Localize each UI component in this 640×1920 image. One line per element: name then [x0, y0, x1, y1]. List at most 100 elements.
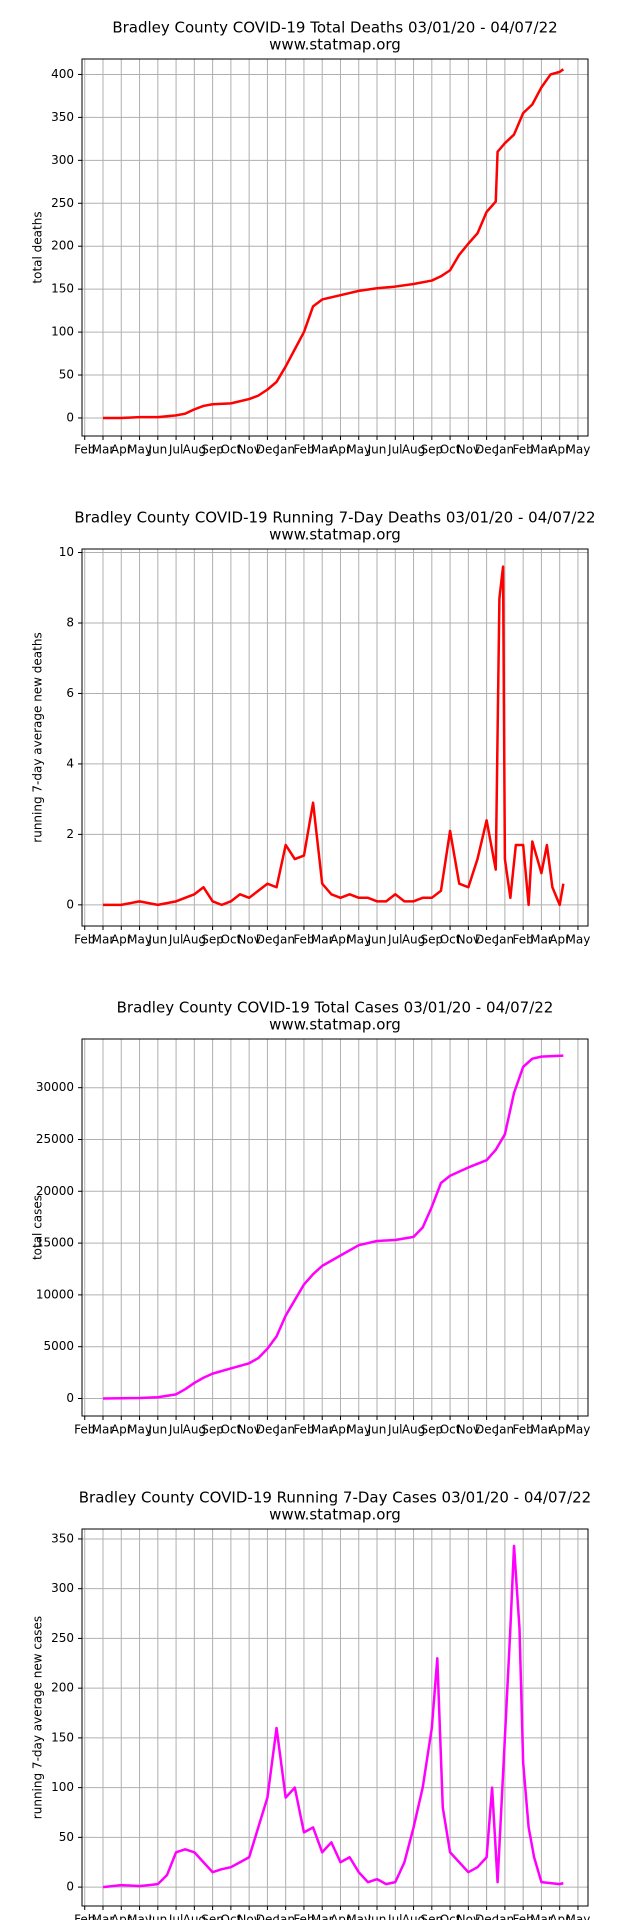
x-tick-label: Oct [221, 1913, 242, 1920]
y-tick-label: 6 [66, 686, 74, 700]
x-tick-label: Apr [549, 1913, 570, 1920]
x-tick-label: Jul [387, 1913, 402, 1920]
y-tick-label: 350 [51, 1531, 74, 1545]
x-tick-label: Oct [221, 443, 242, 457]
chart-subtitle: www.statmap.org [269, 526, 401, 544]
y-tick-label: 400 [51, 67, 74, 81]
chart-title: Bradley County COVID-19 Running 7-Day De… [74, 509, 595, 527]
x-tick-label: Apr [330, 1423, 351, 1437]
chart: Bradley County COVID-19 Running 7-Day Ca… [31, 1489, 592, 1920]
x-tick-label: Dec [256, 443, 279, 457]
chart: Bradley County COVID-19 Total Cases 03/0… [31, 999, 591, 1437]
plot-frame [81, 1528, 589, 1907]
y-tick-label: 300 [51, 153, 74, 167]
x-tick-label: Dec [256, 933, 279, 947]
x-tick-label: Feb [513, 443, 534, 457]
x-tick-label: Feb [293, 1913, 314, 1920]
x-tick-label: Oct [440, 1423, 461, 1437]
x-tick-label: Apr [111, 1913, 132, 1920]
x-tick-label: Nov [237, 1913, 260, 1920]
x-tick-label: Mar [530, 1423, 553, 1437]
x-tick-label: Jun [367, 1423, 387, 1437]
chart-subtitle: www.statmap.org [269, 1506, 401, 1524]
x-tick-label: Mar [311, 1913, 334, 1920]
y-tick-label: 150 [51, 282, 74, 296]
x-tick-label: Mar [530, 933, 553, 947]
chart: Bradley County COVID-19 Total Deaths 03/… [31, 19, 591, 457]
x-tick-label: Feb [293, 443, 314, 457]
x-tick-label: May [566, 1423, 591, 1437]
x-tick-label: Aug [402, 933, 425, 947]
x-tick-label: Sep [421, 933, 444, 947]
x-tick-label: Nov [237, 933, 260, 947]
x-tick-label: Feb [74, 1913, 95, 1920]
y-tick-label: 200 [51, 1681, 74, 1695]
chart: Bradley County COVID-19 Running 7-Day De… [31, 509, 596, 947]
x-tick-label: Oct [440, 1913, 461, 1920]
x-tick-label: Jul [168, 1423, 183, 1437]
y-tick-label: 4 [66, 756, 74, 770]
x-tick-label: Feb [74, 933, 95, 947]
x-tick-label: Nov [237, 1423, 260, 1437]
x-tick-label: Apr [549, 933, 570, 947]
x-tick-label: Jul [387, 1423, 402, 1437]
plot-frame [81, 548, 589, 927]
x-tick-label: Jan [495, 1423, 515, 1437]
x-tick-label: Jul [387, 443, 402, 457]
x-tick-label: Mar [530, 1913, 553, 1920]
x-tick-label: Oct [440, 933, 461, 947]
x-tick-label: Mar [92, 443, 115, 457]
x-tick-label: Jan [275, 443, 295, 457]
y-tick-label: 8 [66, 615, 74, 629]
x-tick-label: Jul [168, 443, 183, 457]
x-tick-label: May [346, 443, 371, 457]
y-tick-label: 350 [51, 110, 74, 124]
chart-title: Bradley County COVID-19 Running 7-Day Ca… [79, 1489, 591, 1507]
x-tick-label: Apr [549, 1423, 570, 1437]
x-tick-label: Jul [387, 933, 402, 947]
y-tick-label: 50 [59, 1830, 74, 1844]
y-tick-label: 5000 [43, 1339, 74, 1353]
y-axis-label: running 7-day average new cases [31, 1616, 45, 1819]
x-tick-label: Feb [74, 1423, 95, 1437]
x-tick-label: Jul [168, 933, 183, 947]
x-tick-label: Jan [275, 1913, 295, 1920]
x-tick-label: Aug [183, 443, 206, 457]
x-tick-label: Jun [147, 443, 167, 457]
y-tick-label: 150 [51, 1730, 74, 1744]
x-tick-label: Mar [311, 1423, 334, 1437]
x-tick-label: Jan [275, 933, 295, 947]
y-tick-label: 0 [66, 897, 74, 911]
x-tick-label: Mar [92, 1423, 115, 1437]
x-tick-label: Mar [92, 1913, 115, 1920]
x-tick-label: May [566, 443, 591, 457]
x-tick-label: Dec [475, 1913, 498, 1920]
y-tick-label: 10 [59, 545, 74, 559]
x-tick-label: May [566, 1913, 591, 1920]
y-tick-label: 0 [66, 1880, 74, 1894]
x-tick-label: Jun [367, 1913, 387, 1920]
data-line [103, 68, 565, 420]
y-tick-label: 50 [59, 368, 74, 382]
y-tick-label: 15000 [36, 1236, 74, 1250]
x-tick-label: Sep [201, 933, 224, 947]
x-tick-label: May [127, 1913, 152, 1920]
x-tick-label: Oct [221, 1423, 242, 1437]
chart-subtitle: www.statmap.org [269, 36, 401, 54]
x-tick-label: Aug [402, 1423, 425, 1437]
x-tick-label: Mar [530, 443, 553, 457]
x-tick-label: May [346, 933, 371, 947]
y-tick-label: 2 [66, 827, 74, 841]
y-tick-label: 25000 [36, 1132, 74, 1146]
x-tick-label: Aug [183, 1423, 206, 1437]
x-tick-label: Sep [421, 443, 444, 457]
x-tick-label: Aug [402, 443, 425, 457]
x-tick-label: Sep [421, 1913, 444, 1920]
x-tick-label: Aug [183, 933, 206, 947]
x-tick-label: May [127, 933, 152, 947]
x-tick-label: Sep [421, 1423, 444, 1437]
x-tick-label: Apr [111, 443, 132, 457]
x-tick-label: Jun [367, 443, 387, 457]
